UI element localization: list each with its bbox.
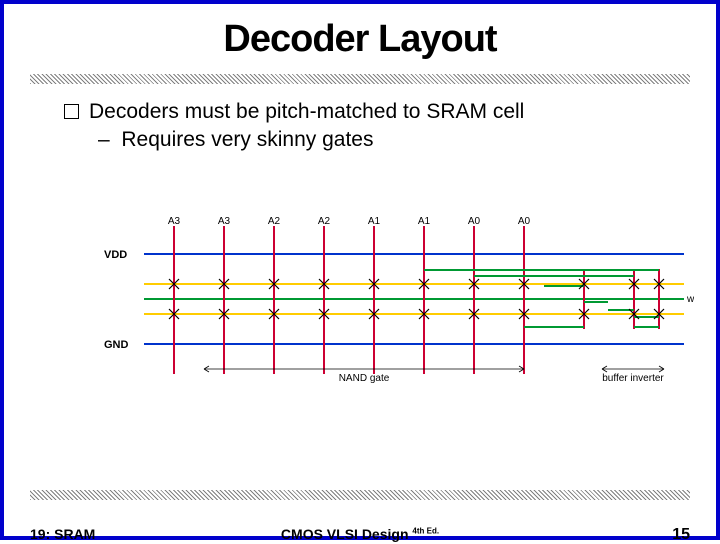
bullet-list: Decoders must be pitch-matched to SRAM c… (64, 100, 524, 152)
decoder-layout-diagram: A3 A3 A2 A2 A1 A1 A0 A0 VDD GND word NAND gate buffe… (44, 214, 694, 389)
footer-right: 15 (672, 526, 690, 544)
svg-text:A2: A2 (268, 216, 281, 227)
bullet-square-icon (64, 104, 79, 119)
svg-text:A0: A0 (468, 216, 481, 227)
svg-text:GND: GND (104, 339, 129, 351)
bullet-main-row: Decoders must be pitch-matched to SRAM c… (64, 100, 524, 124)
title-underline-hatch (30, 74, 690, 84)
svg-text:A1: A1 (418, 216, 431, 227)
bullet-sub-text: Requires very skinny gates (121, 128, 373, 151)
bullet-sub-row: – Requires very skinny gates (98, 128, 524, 152)
svg-text:A0: A0 (518, 216, 531, 227)
footer-center-edition: 4th Ed. (412, 526, 439, 535)
svg-text:word: word (686, 294, 694, 305)
footer-hatch (30, 490, 690, 500)
svg-text:A3: A3 (168, 216, 181, 227)
svg-text:A2: A2 (318, 216, 331, 227)
svg-text:VDD: VDD (104, 249, 127, 261)
svg-text:buffer inverter: buffer inverter (602, 373, 664, 384)
slide-title: Decoder Layout (4, 18, 716, 61)
slide-frame: Decoder Layout Decoders must be pitch-ma… (0, 0, 720, 540)
bullet-main-text: Decoders must be pitch-matched to SRAM c… (89, 100, 524, 124)
bullet-dash: – (98, 128, 121, 151)
svg-text:A1: A1 (368, 216, 381, 227)
svg-text:NAND gate: NAND gate (339, 373, 390, 384)
svg-text:A3: A3 (218, 216, 231, 227)
